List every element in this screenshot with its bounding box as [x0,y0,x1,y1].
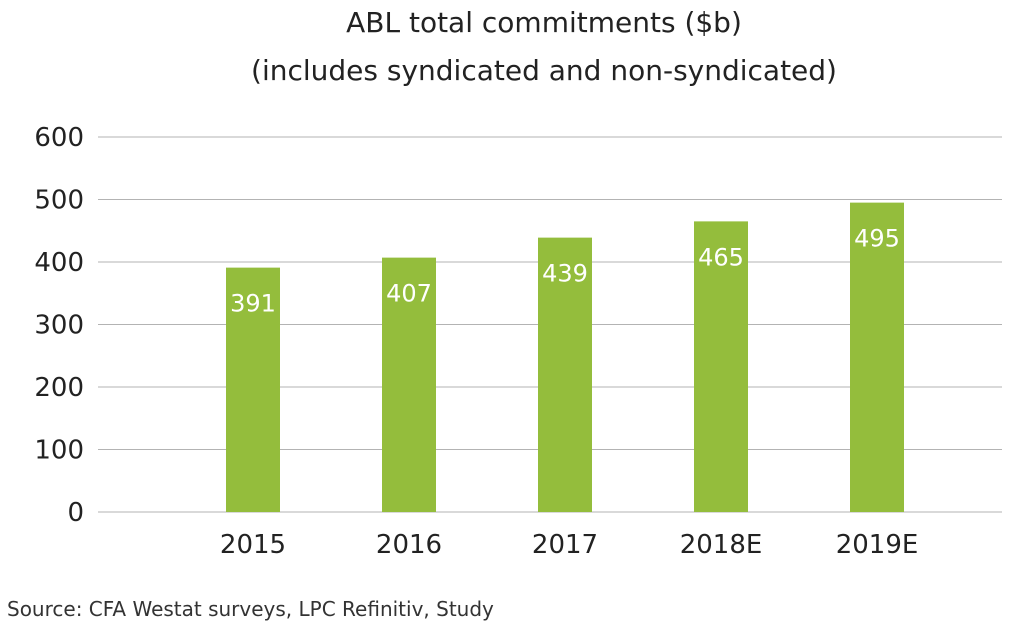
bar-2016 [382,257,436,512]
data-label-2019E: 495 [854,225,900,253]
bars [226,202,904,512]
data-label-2016: 407 [386,280,432,308]
x-axis-ticks: 2015 2016 2017 2018E 2019E [220,530,918,560]
x-tick-label: 2017 [532,530,598,560]
bar-2018E [694,221,748,512]
x-tick-label: 2016 [376,530,442,560]
data-label-2017: 439 [542,260,588,288]
y-tick-label: 500 [34,186,84,216]
y-tick-label: 100 [34,436,84,466]
source-note: Source: CFA Westat surveys, LPC Refiniti… [7,597,494,621]
chart-title-line-1: ABL total commitments ($b) [346,6,742,39]
bar-2019E [850,202,904,512]
data-label-2015: 391 [230,290,276,318]
y-tick-label: 200 [34,373,84,403]
y-tick-label: 300 [34,311,84,341]
x-tick-label: 2019E [836,530,919,560]
bar-2015 [226,267,280,512]
y-tick-label: 600 [34,123,84,153]
x-tick-label: 2015 [220,530,286,560]
data-labels: 391 407 439 465 495 [230,225,900,318]
bar-2017 [538,237,592,512]
data-label-2018E: 465 [698,243,744,271]
y-tick-label: 400 [34,248,84,278]
chart-title-line-2: (includes syndicated and non-syndicated) [251,54,837,87]
y-tick-label: 0 [67,498,84,528]
x-tick-label: 2018E [680,530,763,560]
y-axis-ticks: 0 100 200 300 400 500 600 [34,123,84,528]
